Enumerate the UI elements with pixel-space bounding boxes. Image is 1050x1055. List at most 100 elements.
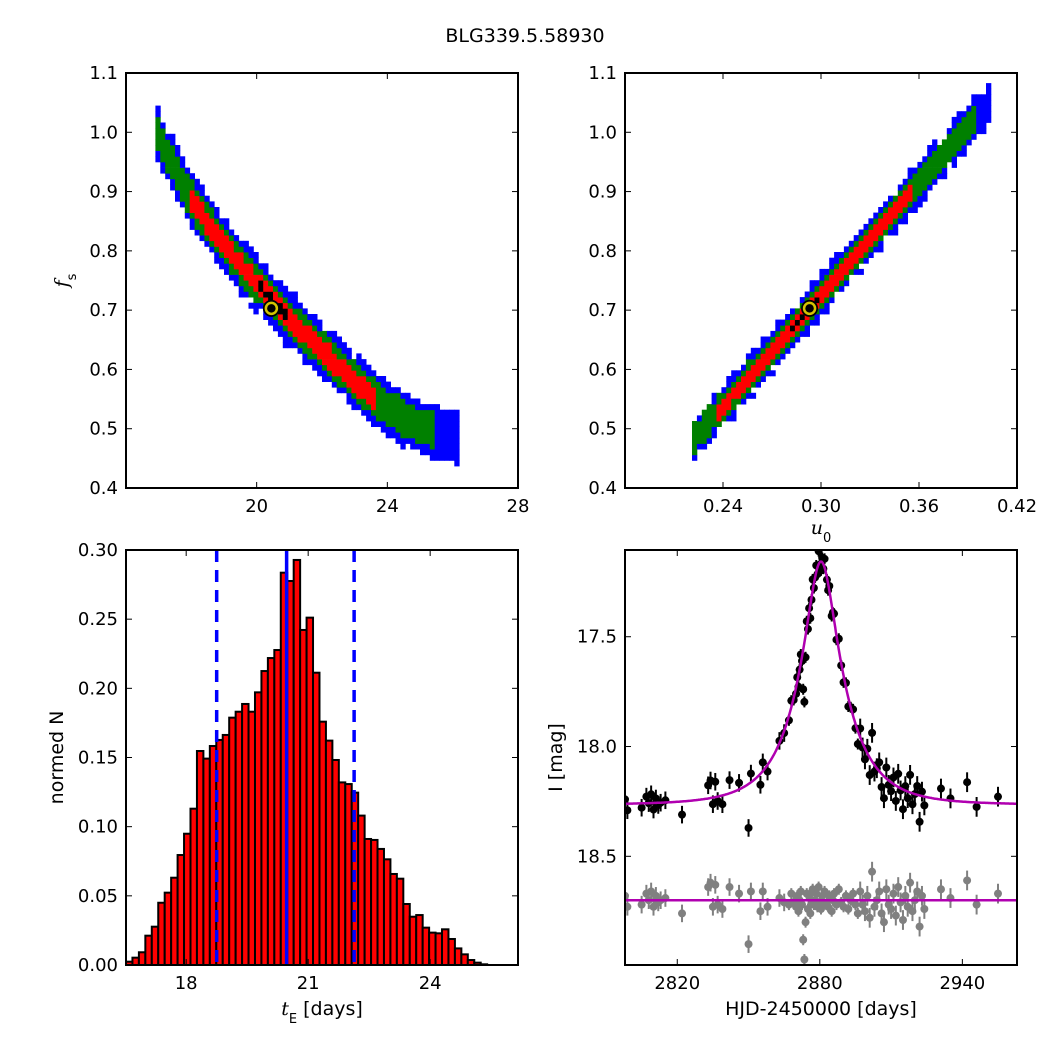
density-cell (444, 432, 450, 439)
residual-point (906, 878, 915, 887)
density-cell (819, 280, 825, 287)
density-cell (780, 353, 786, 360)
density-cell (395, 432, 401, 439)
density-cell (238, 268, 244, 275)
residual-point (763, 902, 772, 911)
density-cell (883, 218, 889, 225)
density-cell (238, 246, 244, 253)
density-cell (868, 246, 874, 253)
density-cell (843, 252, 850, 258)
density-cell (770, 330, 776, 337)
density-cell (282, 319, 289, 326)
density-cell (277, 319, 284, 326)
density-cell (170, 145, 176, 151)
density-cell (253, 263, 259, 270)
density-cell (307, 325, 313, 332)
x-tick-label: 18 (175, 973, 198, 994)
density-cell (775, 342, 781, 349)
density-cell (834, 285, 840, 292)
density-cell (341, 347, 347, 354)
density-cell (971, 111, 977, 118)
density-cell (219, 246, 225, 253)
density-cell (775, 319, 781, 326)
density-cell (755, 381, 761, 388)
density-cell (750, 376, 757, 382)
residual-point (972, 900, 981, 909)
density-cell (322, 342, 328, 349)
y-tick-label: 0.8 (588, 241, 617, 262)
density-cell (770, 347, 776, 354)
density-cell (892, 223, 899, 230)
density-cell (380, 426, 387, 433)
density-cell (927, 173, 933, 180)
density-cell (292, 325, 298, 332)
density-cell (248, 257, 254, 264)
density-cell (760, 353, 766, 360)
x-axis-label: u0 (811, 517, 832, 546)
density-cell (863, 257, 869, 264)
density-cell (902, 218, 908, 225)
residual-point (834, 885, 843, 894)
density-cell (726, 404, 732, 411)
density-cell (297, 330, 303, 337)
residual-point (917, 891, 926, 900)
density-cell (326, 330, 333, 337)
density-cell (420, 421, 426, 427)
density-cell (897, 212, 904, 219)
density-cell (248, 291, 254, 298)
density-cell (439, 437, 445, 444)
density-cell (400, 426, 406, 433)
density-cell (209, 223, 215, 230)
density-cell (750, 381, 757, 388)
density-cell (765, 342, 771, 349)
density-cell (224, 223, 230, 230)
density-cell (780, 330, 786, 337)
residual-point (875, 887, 884, 896)
density-cell (848, 257, 855, 264)
density-cell (429, 415, 436, 422)
density-cell (214, 252, 220, 258)
density-cell (263, 280, 269, 287)
density-cell (927, 161, 933, 168)
density-cell (302, 359, 308, 366)
density-cell (219, 240, 225, 247)
density-cell (706, 426, 712, 433)
y-tick-label: 0.7 (89, 300, 118, 321)
density-cell (184, 201, 191, 208)
density-cell (912, 184, 918, 191)
density-cell (331, 364, 338, 371)
density-cell (219, 257, 225, 264)
density-cell (336, 381, 342, 388)
residual-point (879, 918, 888, 927)
density-cell (888, 223, 894, 230)
density-cell (253, 308, 259, 315)
y-tick-label: 1.0 (89, 122, 118, 143)
density-cell (243, 246, 249, 253)
density-cell (917, 184, 923, 191)
y-axis-label-main: I [mag] (545, 723, 567, 792)
residual-point (725, 883, 734, 892)
density-cell (277, 285, 284, 292)
density-cell (253, 291, 259, 298)
y-tick-label: 0.20 (78, 678, 118, 699)
density-cell (375, 404, 382, 411)
density-cell (170, 150, 176, 157)
density-cell (331, 347, 338, 354)
density-cell (224, 263, 230, 270)
density-cell (366, 409, 372, 416)
fs-vs-u0-plot-area (692, 83, 992, 461)
density-cell (951, 150, 957, 157)
density-cell (224, 218, 230, 225)
density-cell (853, 240, 859, 247)
density-cell (346, 347, 352, 354)
density-cell (361, 404, 367, 411)
density-cell (829, 285, 835, 292)
density-cell (322, 376, 328, 382)
data-point (936, 784, 945, 793)
density-cell (696, 432, 703, 439)
residual-point (625, 902, 632, 911)
density-cell (829, 274, 835, 281)
density-cell (726, 415, 732, 422)
data-point (917, 787, 926, 796)
density-cell (829, 291, 835, 298)
